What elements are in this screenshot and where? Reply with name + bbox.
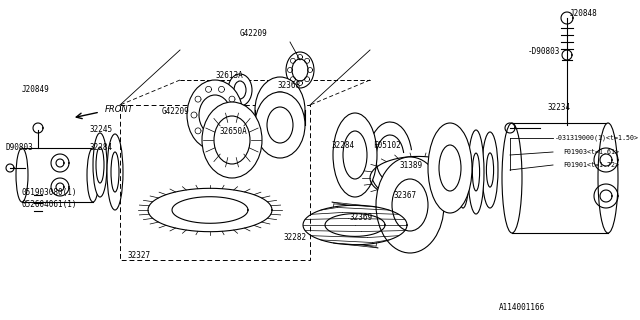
Ellipse shape — [16, 148, 28, 202]
Ellipse shape — [468, 130, 484, 214]
Ellipse shape — [376, 157, 444, 253]
Ellipse shape — [428, 123, 472, 213]
Text: 32613A: 32613A — [215, 70, 243, 79]
Text: 32282: 32282 — [283, 234, 306, 243]
Ellipse shape — [286, 52, 314, 88]
Text: 051903080(1): 051903080(1) — [22, 188, 77, 196]
Ellipse shape — [228, 74, 252, 106]
Ellipse shape — [482, 132, 498, 208]
Text: J20849: J20849 — [22, 85, 50, 94]
Text: 32367: 32367 — [393, 190, 416, 199]
Text: G42209: G42209 — [240, 29, 268, 38]
Ellipse shape — [598, 123, 618, 233]
Ellipse shape — [202, 102, 262, 178]
Text: G42209: G42209 — [162, 108, 189, 116]
Text: -031319000(1)<t=1.50>: -031319000(1)<t=1.50> — [555, 135, 639, 141]
Ellipse shape — [107, 134, 123, 210]
Text: 052604061(1): 052604061(1) — [22, 201, 77, 210]
Text: 31389: 31389 — [400, 161, 423, 170]
Text: 32245: 32245 — [90, 125, 113, 134]
Text: 32368: 32368 — [277, 81, 300, 90]
Text: -D90803: -D90803 — [528, 47, 561, 57]
Ellipse shape — [457, 138, 469, 208]
Ellipse shape — [255, 77, 305, 143]
Text: J20848: J20848 — [570, 10, 598, 19]
Text: A114001166: A114001166 — [499, 303, 545, 313]
Text: 32327: 32327 — [128, 251, 151, 260]
Ellipse shape — [502, 123, 522, 233]
Text: FRONT: FRONT — [105, 106, 134, 115]
Text: 32284: 32284 — [332, 140, 355, 149]
Text: 32284: 32284 — [90, 143, 113, 153]
Text: F01903<t=1.61>: F01903<t=1.61> — [563, 149, 619, 155]
Ellipse shape — [255, 92, 305, 158]
Text: 32650A: 32650A — [220, 127, 248, 137]
Text: F05102: F05102 — [373, 140, 401, 149]
Ellipse shape — [333, 113, 377, 197]
Text: D90803: D90803 — [5, 143, 33, 153]
Ellipse shape — [87, 148, 99, 202]
Ellipse shape — [187, 80, 243, 150]
Text: 32369: 32369 — [350, 213, 373, 222]
Ellipse shape — [93, 133, 107, 197]
Text: 32234: 32234 — [548, 103, 571, 113]
Text: F01901<t=1.72>: F01901<t=1.72> — [563, 162, 619, 168]
